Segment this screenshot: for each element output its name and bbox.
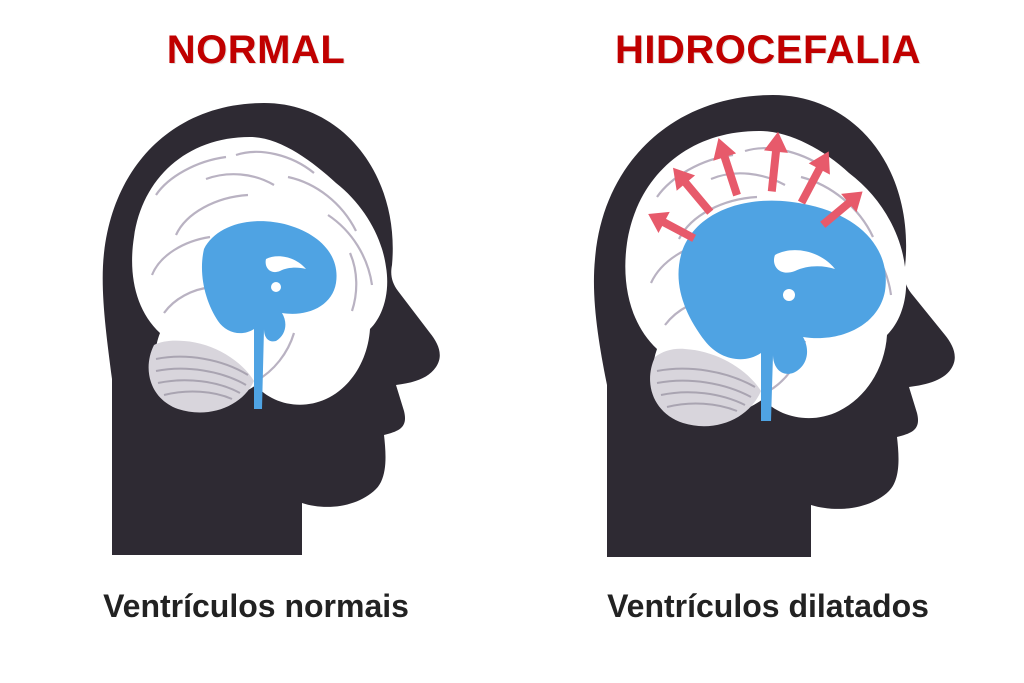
head-normal-wrap (56, 85, 456, 575)
panel-normal: NORMAL (0, 0, 512, 683)
panel-hydro-caption: Ventrículos dilatados (607, 588, 929, 625)
panel-hydrocephalus: HIDROCEFALIA (512, 0, 1024, 683)
head-hydro-wrap (553, 85, 983, 575)
panel-hydro-title: HIDROCEFALIA (615, 28, 921, 73)
head-normal-svg (56, 85, 456, 575)
head-hydro-svg (553, 85, 983, 575)
comparison-container: NORMAL (0, 0, 1024, 683)
panel-normal-caption: Ventrículos normais (103, 588, 409, 625)
panel-normal-title: NORMAL (167, 28, 346, 73)
